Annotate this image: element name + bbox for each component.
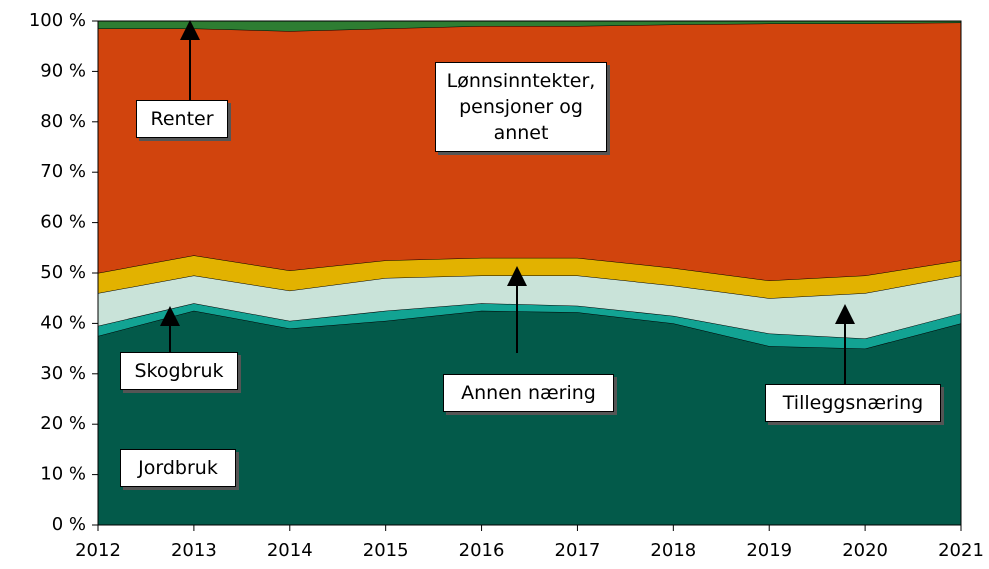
- label-box: Jordbruk: [120, 449, 236, 487]
- x-tick-label: 2014: [267, 540, 313, 561]
- y-tick-label: 20 %: [40, 413, 86, 434]
- x-tick-label: 2012: [75, 540, 121, 561]
- area: [98, 303, 961, 349]
- label-box: Lønnsinntekter, pensjoner og annet: [435, 62, 607, 152]
- x-tick-label: 2020: [842, 540, 888, 561]
- y-tick-label: 10 %: [40, 464, 86, 485]
- area: [98, 310, 961, 525]
- label-box: Renter: [136, 100, 228, 138]
- area: [98, 21, 961, 32]
- area: [98, 255, 961, 299]
- y-tick-label: 0 %: [52, 514, 86, 535]
- y-tick-label: 100 %: [29, 10, 86, 31]
- y-tick-label: 70 %: [40, 161, 86, 182]
- x-tick-label: 2017: [555, 540, 601, 561]
- label-box: Annen næring: [443, 374, 614, 412]
- area: [98, 275, 961, 339]
- y-tick-label: 40 %: [40, 312, 86, 333]
- x-tick-label: 2016: [459, 540, 505, 561]
- y-tick-label: 50 %: [40, 262, 86, 283]
- x-tick-label: 2021: [938, 540, 984, 561]
- x-tick-label: 2013: [171, 540, 217, 561]
- y-tick-label: 30 %: [40, 363, 86, 384]
- y-tick-label: 80 %: [40, 111, 86, 132]
- x-tick-label: 2019: [746, 540, 792, 561]
- label-box: Tilleggsnæring: [765, 384, 941, 422]
- label-box: Skogbruk: [120, 352, 238, 390]
- x-tick-label: 2015: [363, 540, 409, 561]
- y-tick-label: 60 %: [40, 212, 86, 233]
- x-tick-label: 2018: [650, 540, 696, 561]
- y-tick-label: 90 %: [40, 60, 86, 81]
